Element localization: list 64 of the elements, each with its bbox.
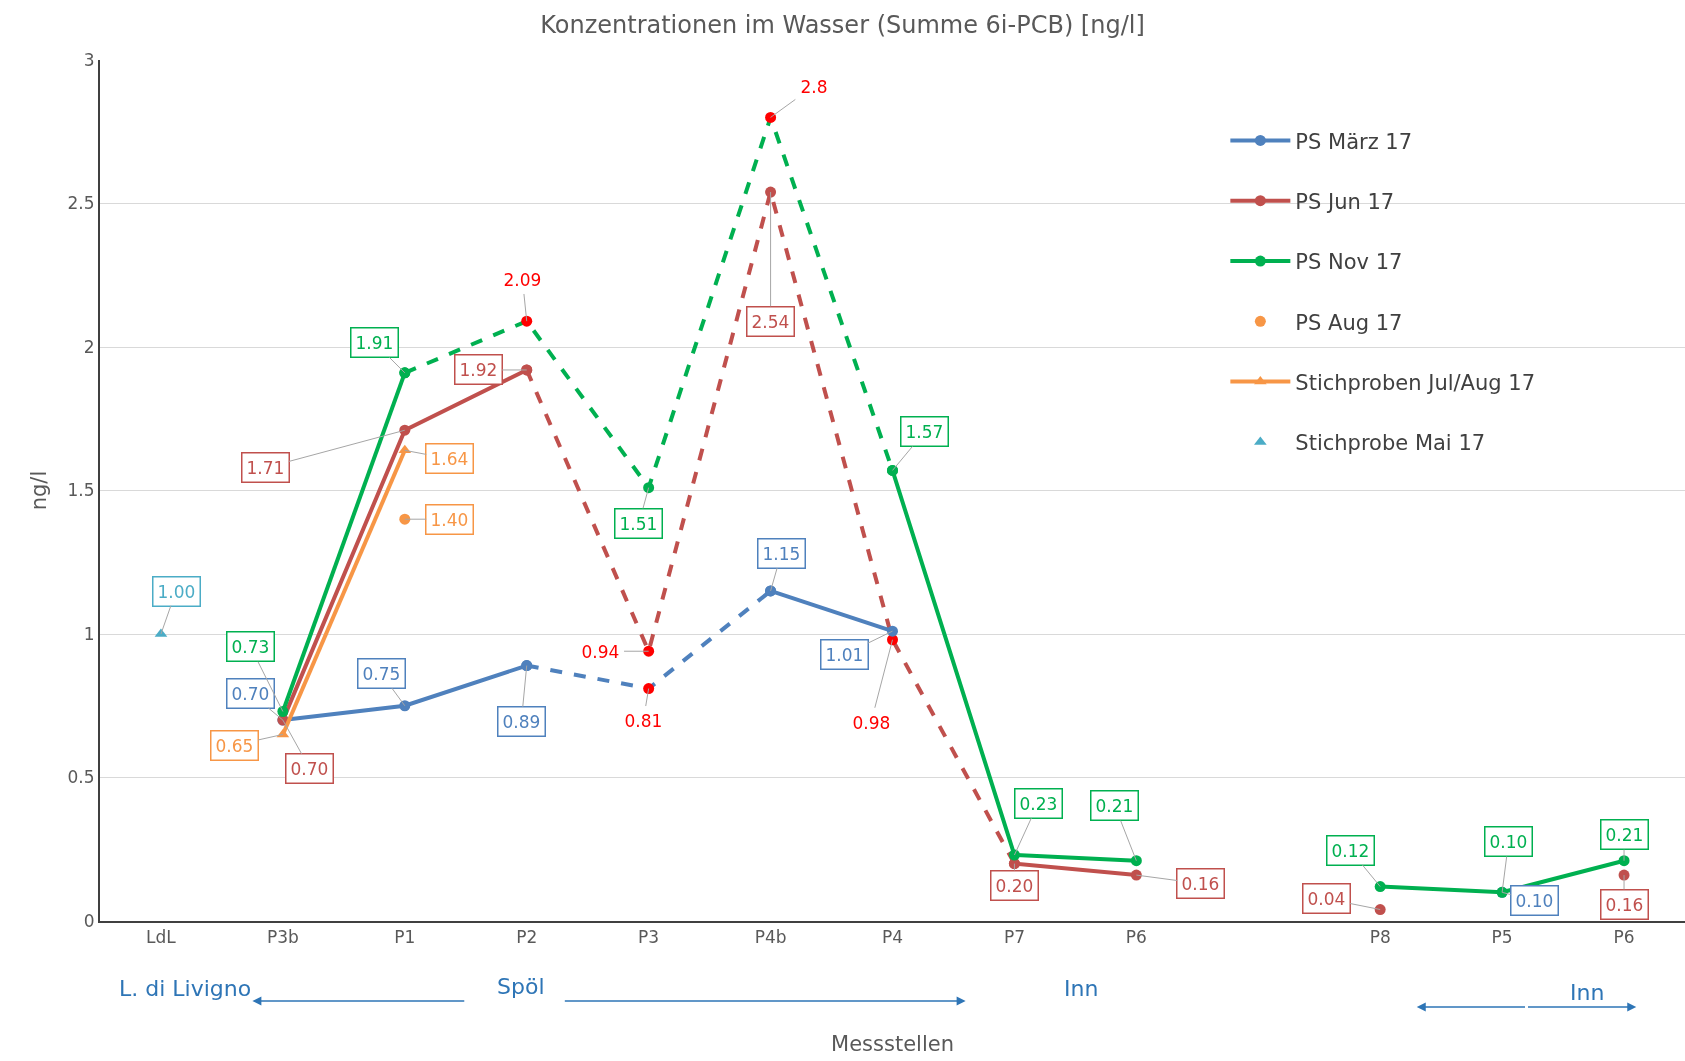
data-label: 1.15 (762, 543, 801, 564)
data-label: 0.12 (1331, 840, 1370, 861)
x-tick-label: P3 (638, 927, 660, 948)
data-label: 0.16 (1181, 873, 1220, 894)
data-label: 0.10 (1489, 831, 1528, 852)
x-tick-label: P7 (1003, 927, 1025, 948)
x-tick-label: P1 (394, 927, 416, 948)
text: Inn (1570, 980, 1605, 1005)
text: Spöl (497, 974, 545, 999)
chart-title: Konzentrationen im Wasser (Summe 6i-PCB) [ng/l] (540, 10, 1145, 39)
y-axis-title: ng/l (27, 470, 52, 511)
x-tick-label: P6 (1613, 927, 1635, 948)
legend-label: Stichprobe Mai 17 (1295, 431, 1486, 456)
data-label: 1.92 (459, 359, 498, 380)
y-tick-label: 2.5 (67, 193, 95, 214)
data-label: 2.54 (751, 311, 790, 332)
data-label: 1.51 (619, 513, 658, 534)
data-label: 0.16 (1605, 894, 1644, 915)
data-label: 0.70 (231, 683, 270, 704)
data-label: 2.8 (800, 76, 828, 97)
data-label: 0.94 (581, 641, 620, 662)
data-label: 1.57 (905, 421, 944, 442)
x-tick-label: LdL (146, 927, 177, 948)
data-label: 0.81 (624, 710, 663, 731)
data-label: 1.00 (157, 581, 196, 602)
x-tick-label: P4 (881, 927, 904, 948)
text: L. di Livigno (119, 976, 252, 1001)
x-tick-label: P6 (1125, 927, 1147, 948)
data-label: 0.65 (215, 735, 254, 756)
legend-label: PS Aug 17 (1295, 310, 1403, 335)
legend-label: PS Nov 17 (1295, 250, 1403, 275)
text: Inn (1064, 976, 1099, 1001)
data-label: 0.21 (1605, 824, 1644, 845)
x-tick-label: P3b (266, 927, 299, 948)
legend-label: PS Jun 17 (1295, 189, 1395, 214)
legend-label: PS März 17 (1295, 129, 1413, 154)
data-label: 0.20 (995, 875, 1034, 896)
data-label: 0.75 (362, 663, 401, 684)
data-label: 1.71 (246, 457, 285, 478)
y-tick-label: 0 (83, 910, 95, 931)
y-tick-label: 2 (83, 336, 95, 357)
x-tick-label: P5 (1491, 927, 1513, 948)
data-label: 1.64 (430, 448, 469, 469)
y-tick-label: 0.5 (67, 767, 95, 788)
data-label: 0.89 (502, 711, 541, 732)
data-label: 0.70 (290, 758, 329, 779)
data-label: 0.04 (1307, 888, 1346, 909)
x-axis-title: Messstellen (831, 1032, 954, 1057)
data-label: 1.91 (355, 332, 394, 353)
data-label: 0.23 (1019, 793, 1058, 814)
legend-label: Stichproben Jul/Aug 17 (1295, 370, 1536, 395)
data-label: 0.10 (1515, 890, 1554, 911)
x-tick-label: P2 (516, 927, 538, 948)
y-tick-label: 1 (83, 623, 95, 644)
y-tick-label: 3 (83, 49, 95, 70)
data-label: 1.40 (430, 509, 469, 530)
data-label: 0.21 (1095, 795, 1134, 816)
data-label: 0.73 (231, 636, 270, 657)
x-tick-label: P4b (754, 927, 787, 948)
x-tick-label: P8 (1369, 927, 1391, 948)
y-tick-label: 1.5 (67, 480, 95, 501)
data-label: 1.01 (825, 644, 864, 665)
data-label: 2.09 (503, 269, 542, 290)
data-label: 0.98 (852, 712, 891, 733)
